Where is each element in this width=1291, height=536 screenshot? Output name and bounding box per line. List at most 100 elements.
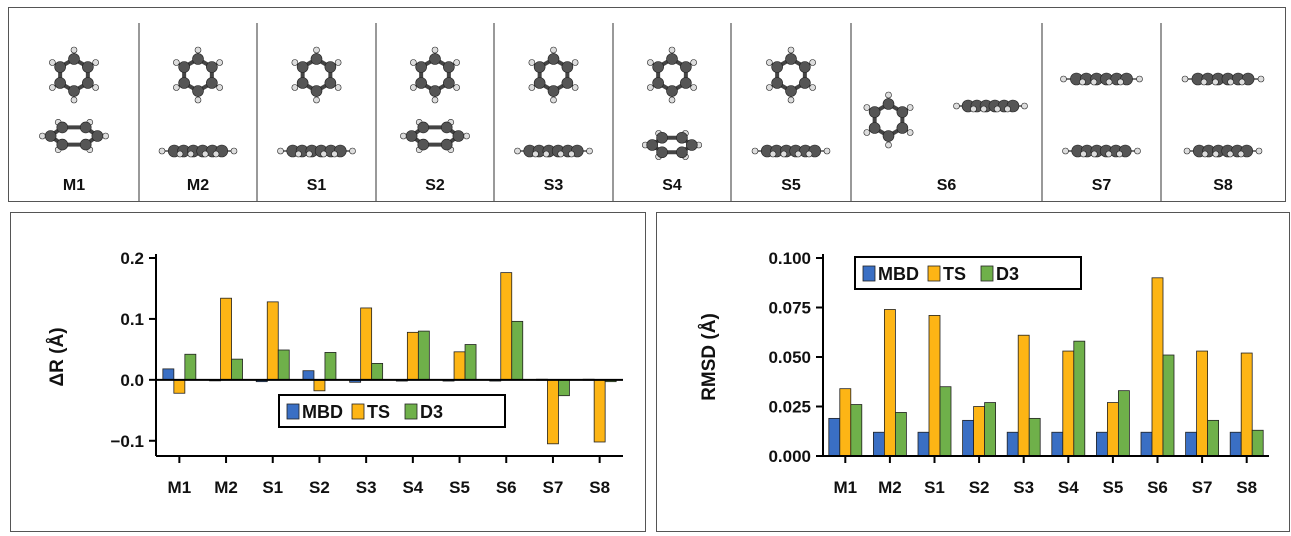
hydrogen-atom [39,132,46,140]
hydrogen-atom [49,59,56,66]
hydrogen-atom [1200,78,1208,86]
hydrogen-atom [668,46,676,54]
delta-r-chart: −0.1 0.0 0.1 0.2 M1 M2 S1 S2 S3 S4 S5 S6 S7 S8 ΔR (Å) M… [47,249,623,497]
x-tick-label: M1 [168,478,192,497]
bar-TS-M1 [173,379,186,394]
x-tick-label: S8 [589,478,610,497]
bar-TS-S3 [1017,334,1030,457]
carbon-atom [429,53,441,65]
bar-MBD-S7 [1185,431,1197,457]
rmsd-chart: 0.000 0.025 0.050 0.075 0.100 M1 M2 S1 S2 S3 S4 S5 S… [699,249,1269,497]
carbon-atom [68,85,80,97]
hydrogen-atom [823,147,831,155]
x-tick-label: S1 [924,478,945,497]
hydrogen-atom [1255,147,1263,155]
hydrogen-atom [571,84,579,91]
carbon-atom [417,138,430,151]
bar-MBD-S3 [1006,431,1019,457]
hydrogen-atom [532,150,539,158]
bar-MBD-S8 [1229,431,1242,457]
hydrogen-atom [173,59,180,66]
hydrogen-atom [571,59,579,66]
bar-TS-S4 [1062,350,1075,457]
hydrogen-atom [787,96,795,104]
x-tick-label: S8 [1236,478,1257,497]
y-tick-label: 0.1 [120,310,144,329]
hydrogen-atom [70,96,78,104]
y-tick-label: −0.1 [110,432,144,451]
hydrogen-atom [647,84,654,91]
bar-D3-M1 [850,404,863,457]
carbon-atom [417,121,430,134]
carbon-atom [561,77,574,89]
carbon-atom [68,53,80,65]
hydrogen-atom [313,46,320,54]
x-tick-label: S7 [1192,478,1213,497]
x-tick-label: S3 [1013,478,1034,497]
legend-swatch-TS [351,403,365,420]
hydrogen-atom [1060,75,1067,83]
hydrogen-atom [216,84,223,91]
legend-label-MBD: MBD [302,402,343,422]
structure-S6 [863,91,1028,149]
hydrogen-atom [334,84,342,91]
carbon-atom [896,122,909,134]
hydrogen-atom [805,150,813,158]
hydrogen-atom [1226,150,1234,158]
hydrogen-atom [1080,150,1087,158]
hydrogen-atom [993,105,1001,113]
bar-TS-S5 [1106,402,1119,457]
carbon-atom [533,77,546,89]
carbon-atom [882,130,895,142]
hydrogen-atom [557,150,565,158]
hydrogen-atom [751,147,759,155]
bar-D3-S6 [511,320,524,381]
structure-S7 [1060,72,1143,158]
carbon-atom [324,61,337,73]
hydrogen-atom [568,150,575,158]
hydrogen-atom [690,84,697,91]
carbon-atom [676,146,688,159]
structure-label: S2 [425,177,445,194]
legend-label-D3: D3 [420,402,443,422]
hydrogen-atom [173,84,180,91]
carbon-atom [415,61,427,73]
carbon-atom [680,77,692,89]
hydrogen-atom [528,84,536,91]
legend: MBD TS D3 [854,256,1082,290]
hydrogen-atom [769,150,777,158]
structure-label: M2 [187,177,209,194]
hydrogen-atom [230,147,238,155]
hydrogen-atom [668,96,676,104]
x-tick-label: M1 [833,478,857,497]
bar-D3-S1 [939,386,952,457]
structure-S3 [514,46,593,158]
hydrogen-atom [550,46,557,54]
hydrogen-atom [305,150,313,158]
bar-TS-S5 [453,351,466,381]
legend-label-TS: TS [367,402,390,422]
carbon-atom [440,138,453,151]
x-tick-label: S7 [543,478,564,497]
carbon-atom [771,77,783,89]
hydrogen-atom [158,147,166,155]
hydrogen-atom [1105,150,1112,158]
x-tick-label: S5 [1103,478,1124,497]
bar-TS-S1 [266,301,279,381]
carbon-atom [666,53,678,65]
hydrogen-atom [176,150,184,158]
hydrogen-atom [1237,150,1245,158]
carbon-atom [310,53,323,65]
carbon-atom [666,85,678,97]
bar-TS-S8 [1240,352,1253,457]
delta-r-chart-panel: −0.1 0.0 0.1 0.2 M1 M2 S1 S2 S3 S4 S5 S6 S7 S8 ΔR (Å) M… [10,212,646,532]
x-tick-label: S3 [356,478,377,497]
carbon-atom [206,61,218,73]
hydrogen-atom [809,59,816,66]
x-tick-label: S6 [1147,478,1168,497]
bar-D3-S3 [371,362,384,381]
x-tick-label: S4 [402,478,423,497]
carbon-atom [82,77,94,89]
carbon-atom [547,85,560,97]
hydrogen-atom [1117,78,1124,86]
